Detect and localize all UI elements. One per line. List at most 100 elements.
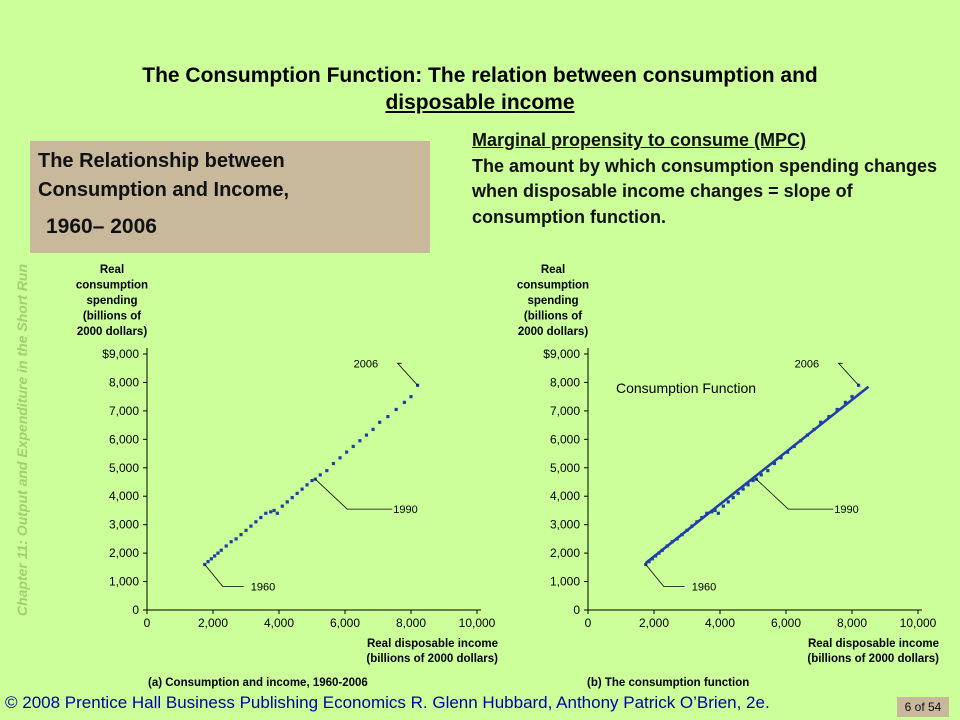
- data-point-b: [792, 444, 796, 449]
- data-point-a: [358, 439, 362, 443]
- data-point-b: [726, 500, 730, 504]
- slide-title-line1: The Consumption Function: The relation b…: [142, 64, 818, 87]
- footer-credit: © 2008 Prentice Hall Business Publishing…: [5, 693, 770, 712]
- data-point-b: [657, 551, 661, 555]
- data-point-b: [710, 510, 714, 514]
- data-point-b: [799, 439, 803, 443]
- data-point-b: [827, 414, 831, 419]
- y-axis-label-b: consumption: [517, 280, 589, 292]
- y-tick-label-a: 0: [132, 603, 139, 617]
- x-axis-label-b: (billions of 2000 dollars): [807, 653, 939, 665]
- data-point-b: [713, 508, 717, 513]
- x-tick-label-b: 8,000: [837, 616, 867, 630]
- page-number-badge: 6 of 54: [897, 697, 949, 717]
- x-tick-label-a: 0: [144, 616, 151, 630]
- data-point-b: [685, 528, 689, 532]
- data-point-a: [254, 520, 258, 524]
- x-tick-label-b: 2,000: [639, 616, 669, 630]
- x-axis-label-b: Real disposable income: [808, 638, 939, 650]
- annotation-label-b: 1960: [692, 581, 716, 593]
- data-point-a: [275, 511, 279, 515]
- data-point-a: [219, 548, 223, 552]
- data-point-a: [244, 528, 248, 532]
- data-point-b: [805, 433, 810, 437]
- y-axis-label-b: 2000 dollars): [518, 326, 588, 338]
- data-point-b: [741, 487, 745, 491]
- data-point-b: [819, 420, 823, 424]
- mpc-definition: Marginal propensity to consume (MPC) The…: [472, 128, 942, 230]
- annotation-leader-a: [396, 362, 418, 386]
- data-point-b: [705, 511, 709, 515]
- data-point-a: [345, 450, 349, 454]
- data-point-a: [234, 537, 238, 541]
- data-point-a: [280, 504, 284, 508]
- annotation-label-a: 2006: [354, 358, 378, 370]
- consumption-function-label: Consumption Function: [616, 380, 756, 396]
- relationship-box-heading: The Relationship between Consumption and…: [38, 147, 289, 205]
- y-tick-label-b: $9,000: [543, 347, 580, 361]
- y-axis-label-b: (billions of: [524, 311, 582, 323]
- y-tick-label-a: 3,000: [109, 518, 139, 532]
- data-point-a: [285, 500, 289, 504]
- consumption-function-line: [644, 385, 870, 565]
- x-tick-label-a: 2,000: [198, 616, 228, 630]
- data-point-a: [209, 557, 213, 561]
- x-axis-label-a: (billions of 2000 dollars): [366, 653, 498, 665]
- y-tick-label-a: 8,000: [109, 375, 139, 389]
- y-tick-label-b: 3,000: [550, 518, 580, 532]
- data-point-a: [371, 427, 375, 431]
- annotation-label-b: 2006: [795, 358, 819, 370]
- mpc-term: Marginal propensity to consume (MPC): [472, 130, 807, 150]
- annotation-leader-b: [756, 478, 834, 510]
- x-tick-label-b: 10,000: [900, 616, 937, 630]
- y-axis-label-a: spending: [86, 295, 137, 307]
- data-point-b: [751, 478, 755, 483]
- data-point-a: [338, 456, 342, 460]
- annotation-label-b: 1990: [834, 504, 858, 516]
- data-point-b: [759, 473, 763, 477]
- annotation-leader-b: [837, 362, 859, 386]
- data-point-b: [857, 383, 861, 387]
- data-point-a: [318, 473, 322, 477]
- y-axis-label-a: (billions of: [83, 311, 141, 323]
- data-point-b: [835, 407, 839, 412]
- data-point-a: [239, 533, 243, 537]
- data-point-a: [394, 407, 398, 412]
- annotation-leader-b: [645, 564, 685, 587]
- data-point-a: [269, 510, 273, 514]
- y-axis-label-a: Real: [100, 264, 124, 276]
- data-point-a: [249, 524, 253, 528]
- data-point-b: [736, 491, 740, 495]
- data-point-a: [264, 511, 268, 515]
- y-tick-label-a: 5,000: [109, 461, 139, 475]
- y-axis-label-a: consumption: [76, 280, 148, 292]
- y-axis-label-b: spending: [527, 295, 578, 307]
- y-tick-label-a: 1,000: [109, 575, 139, 589]
- data-point-a: [310, 478, 314, 483]
- data-point-b: [665, 544, 669, 548]
- relationship-box-years: 1960– 2006: [46, 215, 157, 238]
- data-point-b: [716, 511, 720, 515]
- data-point-b: [812, 427, 816, 431]
- annotation-leader-a: [315, 478, 393, 510]
- data-point-a: [213, 554, 217, 558]
- mpc-definition-text: The amount by which consumption spending…: [472, 155, 938, 227]
- data-point-a: [224, 544, 228, 548]
- y-tick-label-b: 5,000: [550, 461, 580, 475]
- y-tick-label-b: 6,000: [550, 432, 580, 446]
- slide-title-line2: disposable income: [385, 91, 575, 114]
- data-point-b: [650, 557, 654, 561]
- data-point-a: [364, 433, 369, 437]
- data-point-a: [295, 491, 299, 495]
- data-point-b: [700, 515, 704, 520]
- chart-caption-b: (b) The consumption function: [587, 677, 749, 689]
- x-tick-label-b: 0: [585, 616, 592, 630]
- x-tick-label-a: 10,000: [459, 616, 496, 630]
- annotation-label-a: 1990: [393, 504, 417, 516]
- annotation-leader-a: [204, 564, 244, 587]
- y-tick-label-b: 0: [573, 603, 580, 617]
- data-point-b: [721, 504, 725, 508]
- y-tick-label-a: 4,000: [109, 489, 139, 503]
- slide-title: The Consumption Function: The relation b…: [0, 62, 960, 116]
- data-point-b: [746, 483, 750, 487]
